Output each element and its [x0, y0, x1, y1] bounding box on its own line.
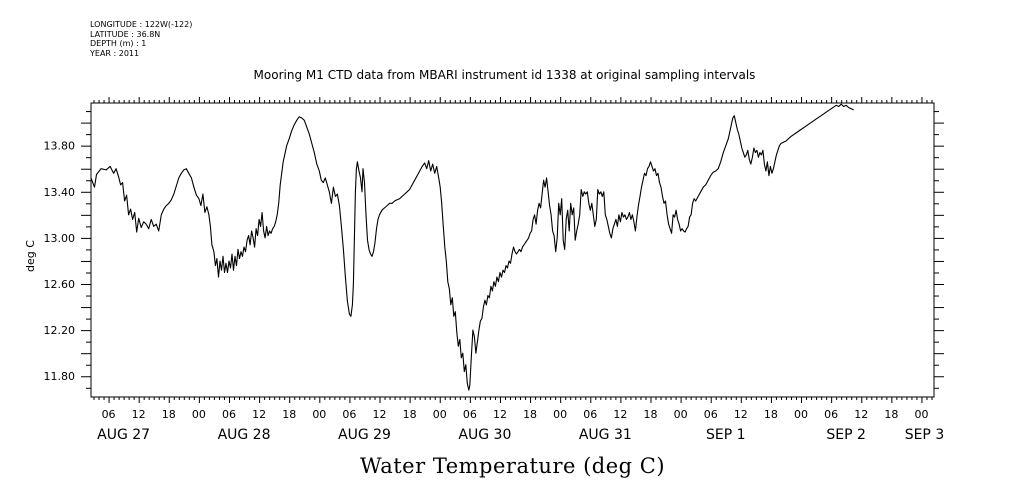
day-label: AUG 31 — [579, 427, 632, 440]
temperature-series-line — [90, 103, 854, 391]
day-label: SEP 1 — [706, 427, 746, 440]
hour-tick-label: 06 — [583, 408, 597, 421]
hour-tick-label: 18 — [523, 408, 537, 421]
depth-label: DEPTH (m) : 1 — [90, 39, 147, 48]
hour-tick-label: 00 — [192, 408, 206, 421]
hour-tick-label: 00 — [674, 408, 688, 421]
y-tick-label: 11.80 — [44, 370, 76, 383]
hour-tick-label: 00 — [433, 408, 447, 421]
hour-tick-label: 12 — [734, 408, 748, 421]
day-label: SEP 3 — [905, 427, 945, 440]
hour-tick-label: 00 — [914, 408, 928, 421]
hour-tick-label: 12 — [493, 408, 507, 421]
hour-tick-label: 06 — [824, 408, 838, 421]
hour-tick-label: 00 — [794, 408, 808, 421]
variable-title: Water Temperature (deg C) — [359, 454, 666, 478]
hour-tick-label: 00 — [553, 408, 567, 421]
y-axis-label: deg C — [24, 240, 37, 272]
hour-tick-label: 18 — [643, 408, 657, 421]
day-label: SEP 2 — [826, 427, 866, 440]
hour-tick-label: 06 — [463, 408, 477, 421]
metadata-block: LONGITUDE : 122W(-122) LATITUDE : 36.8N … — [90, 20, 192, 58]
hour-tick-label: 06 — [222, 408, 236, 421]
day-label: AUG 29 — [338, 427, 391, 440]
day-label: AUG 28 — [218, 427, 271, 440]
y-tick-label: 12.20 — [44, 324, 76, 337]
latitude-label: LATITUDE : 36.8N — [90, 29, 161, 39]
hour-tick-label: 18 — [764, 408, 778, 421]
hour-tick-label: 12 — [252, 408, 266, 421]
hour-tick-label: 00 — [312, 408, 326, 421]
hour-tick-label: 18 — [403, 408, 417, 421]
chart-title: Mooring M1 CTD data from MBARI instrumen… — [253, 68, 756, 82]
hour-tick-label: 12 — [132, 408, 146, 421]
day-label: AUG 30 — [458, 427, 511, 440]
hour-tick-label: 18 — [282, 408, 296, 421]
y-tick-label: 12.60 — [44, 278, 76, 291]
y-tick-label: 13.40 — [44, 186, 76, 199]
hour-tick-label: 18 — [162, 408, 176, 421]
hour-tick-label: 06 — [102, 408, 116, 421]
longitude-label: LONGITUDE : 122W(-122) — [90, 20, 193, 29]
day-label: AUG 27 — [97, 427, 150, 440]
hour-tick-label: 12 — [373, 408, 387, 421]
hour-tick-label: 18 — [884, 408, 898, 421]
hour-tick-label: 12 — [854, 408, 868, 421]
year-label: YEAR : 2011 — [90, 48, 140, 58]
temperature-chart: 11.80 12.20 12.60 13.00 13.40 13.80 deg C 06 12 1… — [24, 97, 945, 440]
y-tick-label: 13.80 — [44, 140, 76, 153]
y-tick-label: 13.00 — [44, 232, 76, 245]
hour-tick-label: 12 — [613, 408, 627, 421]
hour-tick-label: 06 — [342, 408, 356, 421]
hour-tick-label: 06 — [704, 408, 718, 421]
